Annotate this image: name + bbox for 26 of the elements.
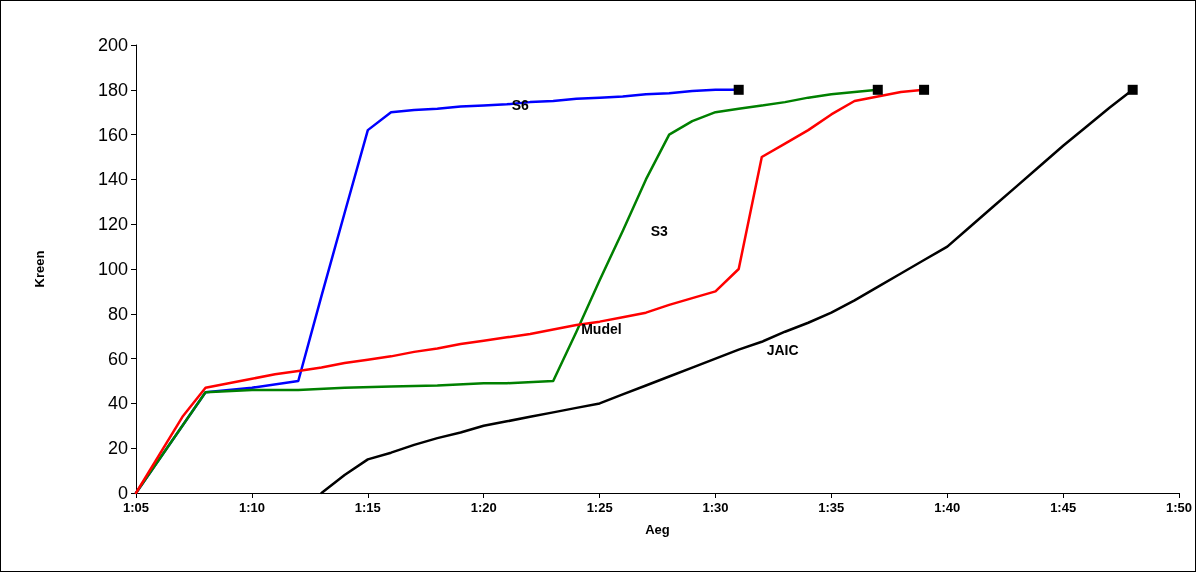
y-tick-label: 40 [107,393,128,414]
y-tick-label: 180 [97,79,128,100]
y-axis-title: Kreen [32,250,47,288]
y-tick-label: 80 [107,303,128,324]
x-tick-label: 1:05 [122,500,150,515]
series-label: JAIC [766,341,799,358]
series-label: S3 [650,222,669,239]
x-tick-label: 1:15 [354,500,381,515]
y-tick-label: 60 [107,348,128,369]
x-tick-label: 1:25 [586,500,613,515]
x-tick-label: 1:45 [1050,500,1077,515]
y-tick-label: 120 [97,214,128,235]
x-tick-label: 1:50 [1165,500,1193,515]
y-tick-label: 0 [117,483,128,503]
series-label: Mudel [581,321,622,338]
x-tick-label: 1:10 [238,500,265,515]
y-tick-label: 160 [97,124,128,145]
x-tick-label: 1:40 [934,500,961,515]
x-axis-title: Aeg [645,522,670,537]
x-tick-label: 1:30 [702,500,729,515]
x-tick-label: 1:20 [470,500,497,515]
y-tick-label: 140 [97,169,128,190]
x-tick-label: 1:35 [818,500,845,515]
y-tick-label: 20 [107,438,128,459]
y-tick-label: 100 [97,259,128,279]
y-tick-label: 200 [97,35,128,55]
